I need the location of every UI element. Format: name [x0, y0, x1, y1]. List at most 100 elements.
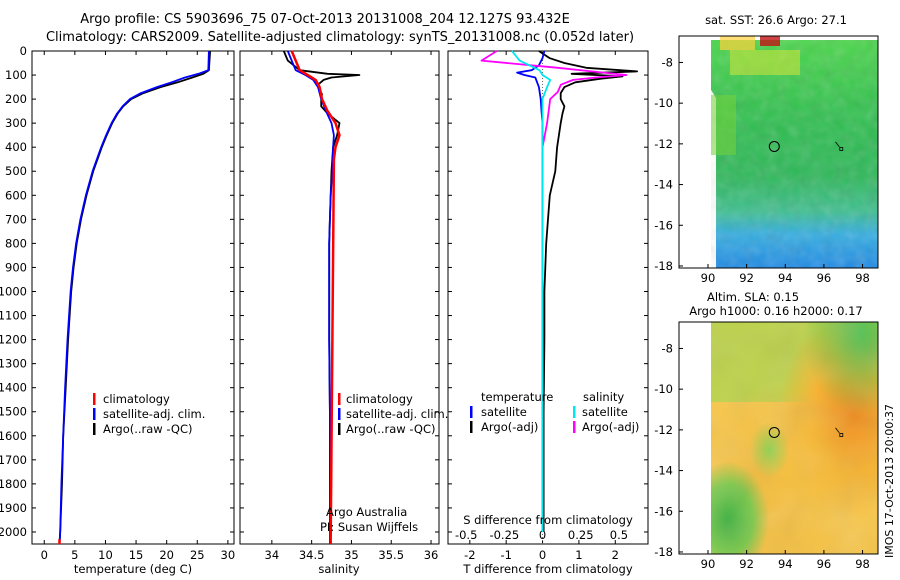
- depth-tick-label-2000: 2000: [0, 525, 27, 539]
- sst-texture: [711, 40, 878, 268]
- sst-map-frame: [678, 35, 879, 269]
- depth-tick-label-0: 0: [20, 44, 27, 58]
- map-y-tick-label--18: -18: [654, 545, 673, 559]
- series-line-t-argo-adj: [538, 50, 638, 532]
- map-x-tick-label-92: 92: [739, 557, 754, 571]
- salinity-legend: climatology satellite-adj. clim. Argo(..…: [338, 392, 448, 436]
- legend-swatch-s-argo: [573, 421, 576, 433]
- map-x-tick-label-94: 94: [778, 557, 793, 571]
- legend-swatch-argo: [338, 423, 341, 435]
- x-tick-label-1: 1: [575, 548, 582, 562]
- salinity-series: [282, 50, 361, 544]
- x-top-tick-label-0.5: 0.5: [610, 528, 628, 542]
- legend-swatch-s-satellite: [573, 406, 576, 418]
- depth-tick-label-400: 400: [5, 140, 27, 154]
- x-tick-label-0: 0: [539, 548, 546, 562]
- figure-title-line2: Climatology: CARS2009. Satellite-adjuste…: [46, 30, 634, 45]
- difference-xlabel-top: S difference from climatology: [463, 513, 633, 527]
- x-tick-label-36: 36: [424, 548, 439, 562]
- temperature-xlabel: temperature (deg C): [74, 562, 192, 576]
- series-line-t-satellite: [516, 50, 546, 532]
- sst-heatmap: [679, 36, 878, 268]
- depth-tick-label-100: 100: [5, 68, 27, 82]
- x-tick-label-10: 10: [98, 548, 113, 562]
- map-y-tick-label--16: -16: [654, 218, 673, 232]
- sst-map-title: sat. SST: 26.6 Argo: 27.1: [705, 13, 847, 27]
- x-tick-label-30: 30: [221, 548, 236, 562]
- map-y-tick-label--10: -10: [654, 382, 673, 396]
- sst-map-ticks: 90 92 94 96 98 -8 -10 -12 -14 -16 -18: [654, 55, 870, 285]
- legend-label-s-satellite: satellite: [582, 405, 628, 419]
- map-y-tick-label--12: -12: [654, 423, 673, 437]
- map-y-tick-label--14: -14: [654, 178, 673, 192]
- map-x-tick-label-90: 90: [701, 557, 716, 571]
- temperature-legend: climatology satellite-adj. clim. Argo(..…: [93, 392, 205, 436]
- x-tick-label-35: 35: [344, 548, 359, 562]
- depth-tick-label-1300: 1300: [0, 357, 27, 371]
- sst-map-panel: sat. SST: 26.6 Argo: 27.1 90 92 94 96 98 -8 -1…: [654, 13, 879, 285]
- map-y-tick-label--14: -14: [654, 464, 673, 478]
- depth-tick-label-1200: 1200: [0, 333, 27, 347]
- map-x-tick-label-90: 90: [701, 271, 716, 285]
- x-top-tick-label--0.25: -0.25: [489, 528, 519, 542]
- legend-swatch-t-argo: [470, 421, 473, 433]
- legend-label-argo: Argo(..raw -QC): [346, 422, 436, 436]
- map-x-tick-label-96: 96: [817, 271, 832, 285]
- legend-swatch-climatology: [93, 393, 96, 405]
- depth-tick-label-1100: 1100: [0, 309, 27, 323]
- x-top-tick-label--0.5: -0.5: [455, 528, 477, 542]
- legend-title-salinity: salinity: [583, 390, 624, 404]
- sla-texture: [711, 322, 878, 554]
- salinity-panel: 34 34.5 35 35.5 36 salinity climatology sate…: [239, 50, 448, 576]
- legend-label-argo: Argo(..raw -QC): [103, 422, 193, 436]
- map-x-tick-label-98: 98: [855, 271, 870, 285]
- series-line-satellite-adj-clim: [58, 50, 210, 545]
- salinity-x-ticks: 34 34.5 35 35.5 36: [240, 50, 439, 562]
- map-y-tick-label--18: -18: [654, 259, 673, 273]
- depth-tick-label-300: 300: [5, 116, 27, 130]
- imos-timestamp: IMOS 17-Oct-2013 20:00:37: [883, 404, 896, 558]
- float-track-marker: [839, 433, 844, 437]
- legend-label-climatology: climatology: [346, 392, 413, 406]
- float-track-line: [835, 427, 840, 434]
- sst-argo-marker: [768, 140, 844, 152]
- difference-xlabel: T difference from climatology: [462, 562, 633, 576]
- map-x-tick-label-94: 94: [778, 271, 793, 285]
- map-x-tick-label-98: 98: [855, 557, 870, 571]
- difference-plot-frame: [447, 50, 649, 545]
- argo-position-circle: [768, 140, 780, 152]
- depth-tick-label-1500: 1500: [0, 405, 27, 419]
- sla-map-title: Altim. SLA: 0.15: [707, 290, 799, 304]
- x-tick-label--2: -2: [464, 548, 475, 562]
- series-line-argo: [282, 50, 361, 544]
- depth-axis: 0 100 200 300 400 500 600 700 800 900 1000 1100 1200…: [0, 44, 27, 539]
- depth-tick-label-1700: 1700: [0, 453, 27, 467]
- float-track-line: [835, 141, 840, 148]
- x-tick-label-15: 15: [129, 548, 144, 562]
- legend-label-satellite: satellite-adj. clim.: [103, 407, 205, 421]
- legend-title-temperature: temperature: [481, 390, 553, 404]
- sst-hot-patch: [760, 36, 780, 46]
- x-tick-label-34: 34: [265, 548, 280, 562]
- series-line-s-argo-adj: [480, 50, 628, 532]
- series-line-climatology: [290, 50, 341, 544]
- sla-map-panel: Altim. SLA: 0.15 Argo h1000: 0.16 h2000:…: [654, 290, 896, 571]
- series-line-s-satellite: [511, 50, 552, 532]
- depth-tick-label-1400: 1400: [0, 381, 27, 395]
- legend-label-climatology: climatology: [103, 392, 170, 406]
- argo-position-circle: [768, 426, 780, 438]
- legend-swatch-argo: [93, 423, 96, 435]
- map-y-tick-label--16: -16: [654, 504, 673, 518]
- sla-map-frame: [678, 321, 879, 555]
- sla-map-subtitle: Argo h1000: 0.16 h2000: 0.17: [689, 304, 862, 318]
- depth-tick-label-800: 800: [5, 236, 27, 250]
- temperature-panel: 0 5 10 15 20 25 30 temperature (deg C) climato…: [31, 50, 236, 576]
- x-tick-label-34.5: 34.5: [299, 548, 325, 562]
- x-tick-label--1: -1: [500, 548, 511, 562]
- map-x-tick-label-92: 92: [739, 271, 754, 285]
- temperature-x-ticks: 0 5 10 15 20 25 30: [32, 50, 236, 562]
- salinity-plot-frame: [239, 50, 440, 545]
- legend-swatch-climatology: [338, 393, 341, 405]
